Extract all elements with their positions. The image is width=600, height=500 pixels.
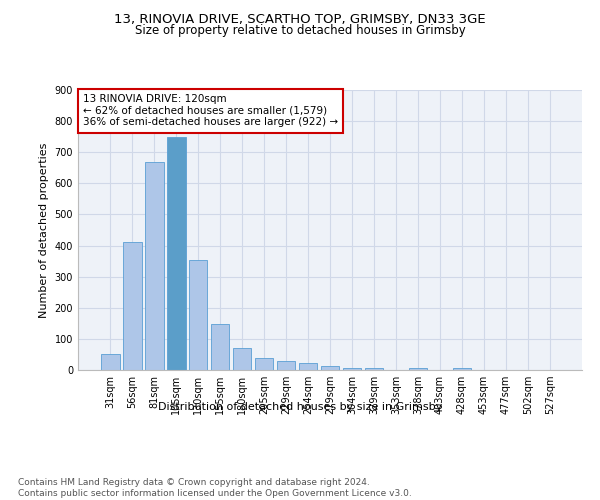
Text: Size of property relative to detached houses in Grimsby: Size of property relative to detached ho… [134,24,466,37]
Text: 13 RINOVIA DRIVE: 120sqm
← 62% of detached houses are smaller (1,579)
36% of sem: 13 RINOVIA DRIVE: 120sqm ← 62% of detach… [83,94,338,128]
Text: Distribution of detached houses by size in Grimsby: Distribution of detached houses by size … [158,402,442,412]
Bar [343,368,361,370]
Bar [299,363,317,370]
Text: Contains HM Land Registry data © Crown copyright and database right 2024.
Contai: Contains HM Land Registry data © Crown c… [18,478,412,498]
Bar [365,368,383,370]
Bar [211,324,229,370]
Bar [145,162,164,370]
Bar [409,368,427,370]
Bar [189,260,208,370]
Text: 13, RINOVIA DRIVE, SCARTHO TOP, GRIMSBY, DN33 3GE: 13, RINOVIA DRIVE, SCARTHO TOP, GRIMSBY,… [114,12,486,26]
Bar [101,354,119,370]
Bar [320,366,340,370]
Y-axis label: Number of detached properties: Number of detached properties [39,142,49,318]
Bar [123,242,142,370]
Bar [277,360,295,370]
Bar [452,368,471,370]
Bar [233,348,251,370]
Bar [167,136,185,370]
Bar [255,358,274,370]
